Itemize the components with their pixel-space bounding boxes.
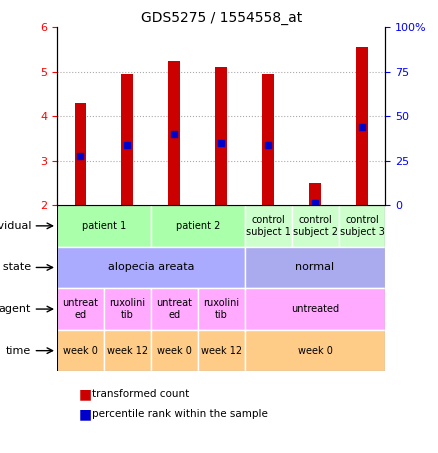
Text: ■: ■ xyxy=(79,387,92,401)
Text: alopecia areata: alopecia areata xyxy=(108,262,194,272)
FancyBboxPatch shape xyxy=(245,247,385,288)
FancyBboxPatch shape xyxy=(104,288,151,330)
FancyBboxPatch shape xyxy=(245,288,385,330)
Text: week 0: week 0 xyxy=(157,346,192,356)
Text: untreat
ed: untreat ed xyxy=(156,298,192,320)
Text: control
subject 3: control subject 3 xyxy=(339,215,385,236)
Text: ruxolini
tib: ruxolini tib xyxy=(203,298,239,320)
Text: week 12: week 12 xyxy=(107,346,148,356)
Bar xyxy=(168,61,180,205)
FancyBboxPatch shape xyxy=(339,205,385,247)
Text: individual: individual xyxy=(0,221,31,231)
Bar xyxy=(356,47,368,205)
Text: time: time xyxy=(6,346,31,356)
FancyBboxPatch shape xyxy=(198,330,245,371)
Text: agent: agent xyxy=(0,304,31,314)
FancyBboxPatch shape xyxy=(151,330,198,371)
Text: normal: normal xyxy=(296,262,335,272)
Text: ruxolini
tib: ruxolini tib xyxy=(109,298,145,320)
Text: untreat
ed: untreat ed xyxy=(62,298,99,320)
Bar xyxy=(215,67,227,205)
Text: patient 1: patient 1 xyxy=(82,221,126,231)
FancyBboxPatch shape xyxy=(198,288,245,330)
Bar xyxy=(121,74,133,205)
FancyBboxPatch shape xyxy=(151,205,245,247)
Text: control
subject 1: control subject 1 xyxy=(246,215,290,236)
Text: patient 2: patient 2 xyxy=(176,221,220,231)
FancyBboxPatch shape xyxy=(57,205,151,247)
Bar xyxy=(74,103,86,205)
Text: percentile rank within the sample: percentile rank within the sample xyxy=(92,410,268,419)
Text: week 12: week 12 xyxy=(201,346,242,356)
FancyBboxPatch shape xyxy=(151,288,198,330)
Text: week 0: week 0 xyxy=(297,346,332,356)
FancyBboxPatch shape xyxy=(57,330,104,371)
FancyBboxPatch shape xyxy=(292,205,339,247)
FancyBboxPatch shape xyxy=(57,247,245,288)
FancyBboxPatch shape xyxy=(57,288,104,330)
Text: untreated: untreated xyxy=(291,304,339,314)
Title: GDS5275 / 1554558_at: GDS5275 / 1554558_at xyxy=(141,11,302,25)
FancyBboxPatch shape xyxy=(245,205,292,247)
Text: ■: ■ xyxy=(79,408,92,421)
Bar xyxy=(309,183,321,205)
Bar xyxy=(262,74,274,205)
Text: week 0: week 0 xyxy=(63,346,98,356)
Text: disease state: disease state xyxy=(0,262,31,272)
Text: transformed count: transformed count xyxy=(92,389,189,399)
FancyBboxPatch shape xyxy=(104,330,151,371)
Text: control
subject 2: control subject 2 xyxy=(293,215,338,236)
FancyBboxPatch shape xyxy=(245,330,385,371)
